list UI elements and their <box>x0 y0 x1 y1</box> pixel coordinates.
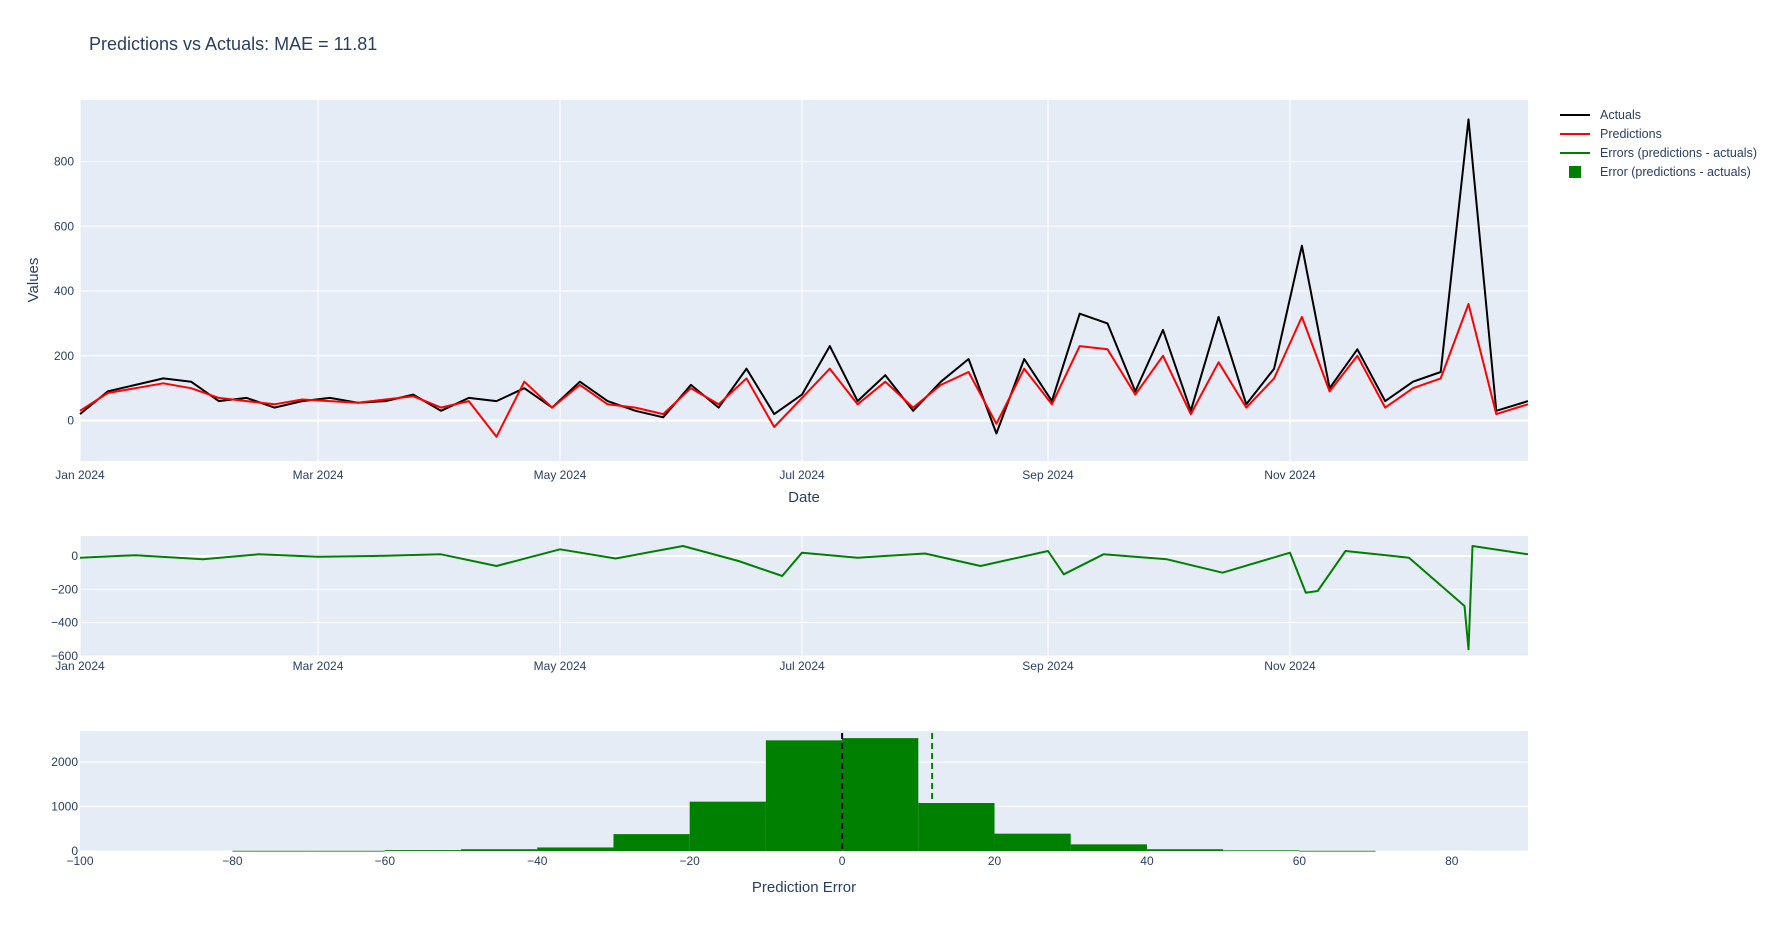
histogram-bar <box>1070 844 1147 851</box>
errors-y-tick-label: 0 <box>71 549 78 563</box>
histogram-y-tick-label: 0 <box>71 844 78 858</box>
errors-y-tick-label: −400 <box>51 616 78 630</box>
histogram-bar <box>232 850 309 852</box>
histogram-x-tick-label: 20 <box>988 854 1002 868</box>
errors-x-tick-label: Nov 2024 <box>1264 659 1316 673</box>
values-x-tick-label: May 2024 <box>534 468 587 482</box>
values-x-tick-label: Mar 2024 <box>293 468 344 482</box>
histogram-x-tick-label: −40 <box>527 854 548 868</box>
histogram-x-tick-label: −100 <box>66 854 93 868</box>
histogram-bar <box>1299 850 1376 852</box>
histogram-bar <box>1223 850 1300 852</box>
errors-x-tick-label: Mar 2024 <box>293 659 344 673</box>
values-x-tick-label: Jan 2024 <box>55 468 105 482</box>
values-series <box>79 118 1529 438</box>
errors-panel: Jan 2024 Mar 2024 May 2024 Jul 2024 Sep 2024… <box>51 536 1529 673</box>
histogram-bar <box>765 740 843 851</box>
legend: Actuals Predictions Errors (predictions - … <box>1560 108 1757 179</box>
chart-title: Predictions vs Actuals: MAE = 11.81 <box>89 34 377 54</box>
errors-y-tick-label: −200 <box>51 582 78 596</box>
errors-x-tick-label: May 2024 <box>534 659 587 673</box>
values-x-axis-label: Date <box>788 489 820 506</box>
errors-x-tick-label: Jan 2024 <box>55 659 105 673</box>
histogram-x-tick-label: 0 <box>839 854 846 868</box>
histogram-bar <box>1146 849 1224 851</box>
histogram-x-tick-label: 60 <box>1293 854 1307 868</box>
histogram-bar <box>918 803 995 851</box>
values-y-tick-label: 0 <box>67 414 74 428</box>
actuals-line <box>79 118 1529 435</box>
histogram-bar <box>994 833 1071 851</box>
histogram-x-tick-label: 40 <box>1140 854 1154 868</box>
values-x-tick-label: Sep 2024 <box>1022 468 1074 482</box>
values-y-tick-label: 200 <box>54 349 74 363</box>
histogram-x-tick-label: 80 <box>1445 854 1459 868</box>
values-y-axis-label: Values <box>25 258 42 303</box>
histogram-x-tick-label: −20 <box>680 854 701 868</box>
values-y-tick-label: 800 <box>54 155 74 169</box>
errors-x-tick-label: Sep 2024 <box>1022 659 1074 673</box>
histogram-bar <box>537 847 614 851</box>
errors-y-tick-label: −600 <box>51 649 78 663</box>
values-x-tick-label: Jul 2024 <box>779 468 825 482</box>
legend-swatch-square <box>1569 166 1581 178</box>
histogram-y-tick-label: 1000 <box>51 800 78 814</box>
legend-label: Errors (predictions - actuals) <box>1600 146 1757 160</box>
errors-series <box>79 545 1529 651</box>
histogram-bar <box>613 834 690 851</box>
values-panel: Jan 2024 Mar 2024 May 2024 Jul 2024 Sep 2024… <box>25 100 1529 506</box>
values-y-tick-label: 400 <box>54 284 74 298</box>
values-ticks: Jan 2024 Mar 2024 May 2024 Jul 2024 Sep 2024… <box>54 155 1316 482</box>
legend-label: Error (predictions - actuals) <box>1600 165 1751 179</box>
values-y-tick-label: 600 <box>54 219 74 233</box>
values-x-tick-label: Nov 2024 <box>1264 468 1316 482</box>
histogram-bars <box>232 738 1376 852</box>
histogram-x-tick-label: −80 <box>222 854 243 868</box>
errors-x-tick-label: Jul 2024 <box>779 659 825 673</box>
errors-line <box>79 545 1529 651</box>
histogram-ticks: 0 1000 2000 −100 −80 −60 −40 −20 0 20 40 60 80 <box>51 755 1458 868</box>
predictions-line <box>79 303 1529 438</box>
values-gridlines <box>79 100 1528 461</box>
histogram-x-tick-label: −60 <box>375 854 396 868</box>
histogram-panel: 0 1000 2000 −100 −80 −60 −40 −20 0 20 40 60 80 Predi… <box>51 731 1528 896</box>
histogram-bar <box>384 850 462 851</box>
histogram-bar <box>842 738 919 851</box>
errors-ticks: Jan 2024 Mar 2024 May 2024 Jul 2024 Sep 2024… <box>51 549 1316 673</box>
histogram-bar <box>689 801 766 851</box>
histogram-bar <box>461 849 538 851</box>
legend-label: Actuals <box>1600 108 1641 122</box>
histogram-y-tick-label: 2000 <box>51 755 78 769</box>
histogram-x-axis-label: Prediction Error <box>752 879 856 896</box>
values-plot-area <box>80 100 1528 461</box>
histogram-bar <box>308 850 385 852</box>
legend-label: Predictions <box>1600 127 1662 141</box>
errors-plot-area <box>80 536 1528 656</box>
